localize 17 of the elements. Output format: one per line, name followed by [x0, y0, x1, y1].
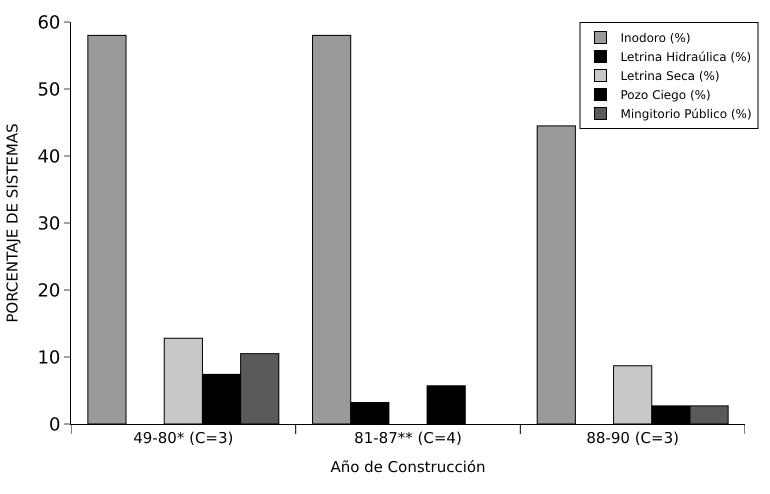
- x-tick-label: 81-87** (C=4): [354, 429, 462, 447]
- x-tick-label: 49-80* (C=3): [133, 429, 234, 447]
- y-tick-label: 10: [37, 347, 60, 368]
- y-tick-label: 40: [37, 146, 60, 168]
- legend-label: Letrina Hidraúlica (%): [620, 50, 752, 64]
- legend-label: Inodoro (%): [620, 31, 691, 46]
- y-tick-label: 50: [37, 79, 60, 100]
- legend-label: Mingitorio Público (%): [620, 107, 752, 122]
- y-tick-label: 0: [48, 414, 60, 436]
- legend-label: Pozo Ciego (%): [620, 88, 711, 102]
- y-tick-label: 60: [37, 12, 60, 34]
- x-axis-title: Año de Construcción: [330, 458, 486, 476]
- y-axis-title: PORCENTAJE DE SISTEMAS: [4, 123, 22, 323]
- y-tick-label: 20: [37, 280, 60, 302]
- legend-label: Letrina Seca (%): [620, 69, 720, 84]
- x-tick-label: 88-90 (C=3): [586, 429, 679, 447]
- y-tick-label: 30: [37, 213, 60, 234]
